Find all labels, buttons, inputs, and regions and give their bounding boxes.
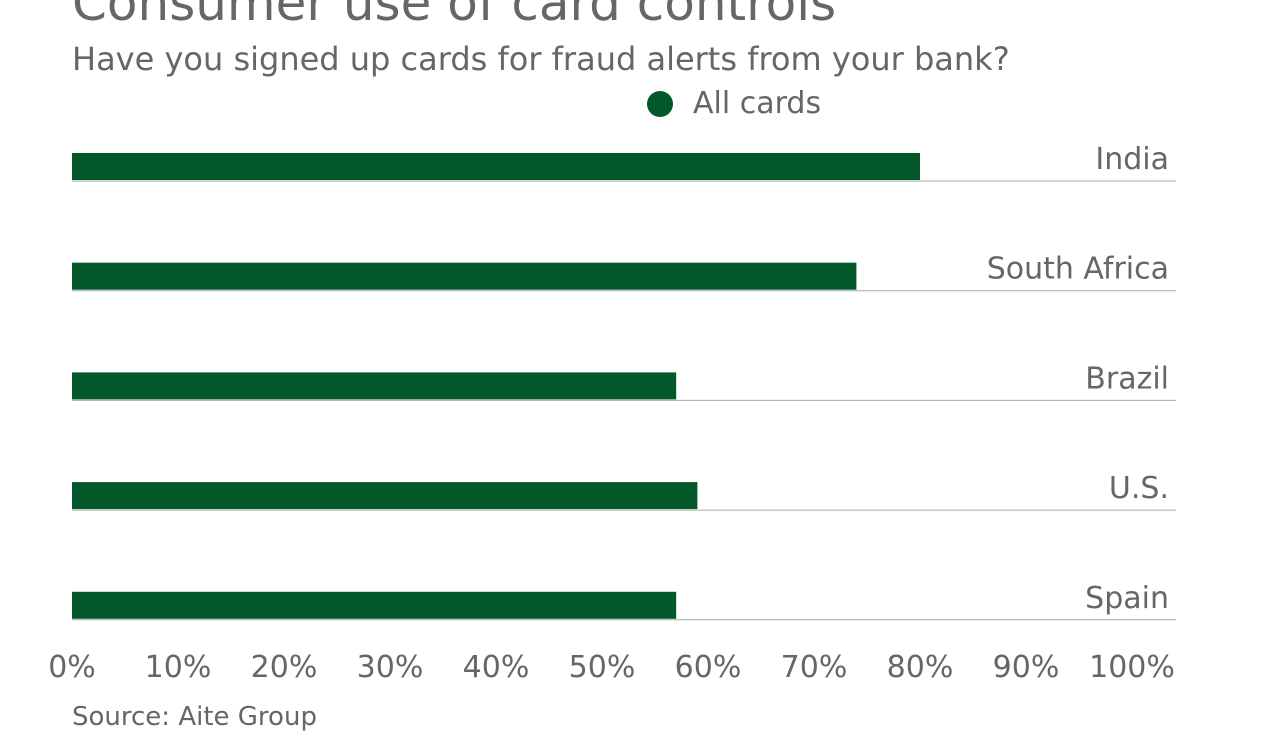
bar-brazil <box>72 372 677 400</box>
x-tick-label: 100% <box>1089 650 1175 685</box>
x-tick-label: 70% <box>781 650 848 685</box>
source-note: Source: Aite Group <box>72 702 317 732</box>
category-label: Spain <box>1085 581 1169 616</box>
category-label: Brazil <box>1085 361 1169 396</box>
x-tick-label: 60% <box>675 650 742 685</box>
legend-label: All cards <box>693 86 822 121</box>
legend-marker <box>647 90 673 117</box>
legend: All cards <box>647 86 821 121</box>
x-tick-label: 80% <box>887 650 954 685</box>
chart-subtitle: Have you signed up cards for fraud alert… <box>72 40 1010 78</box>
x-tick-label: 20% <box>251 650 318 685</box>
bar-south-africa <box>72 262 857 290</box>
bar-india <box>72 153 920 180</box>
x-tick-label: 50% <box>569 650 636 685</box>
category-label: U.S. <box>1109 471 1169 506</box>
bar-spain <box>72 591 677 619</box>
category-label: South Africa <box>987 252 1169 287</box>
chart-title: Consumer use of card controls <box>72 0 837 32</box>
category-label: India <box>1095 142 1169 177</box>
bar-u-s- <box>72 482 698 510</box>
x-tick-label: 40% <box>463 650 530 685</box>
x-tick-label: 0% <box>48 650 96 685</box>
x-tick-label: 30% <box>357 650 424 685</box>
x-tick-label: 90% <box>993 650 1060 685</box>
x-tick-label: 10% <box>145 650 212 685</box>
